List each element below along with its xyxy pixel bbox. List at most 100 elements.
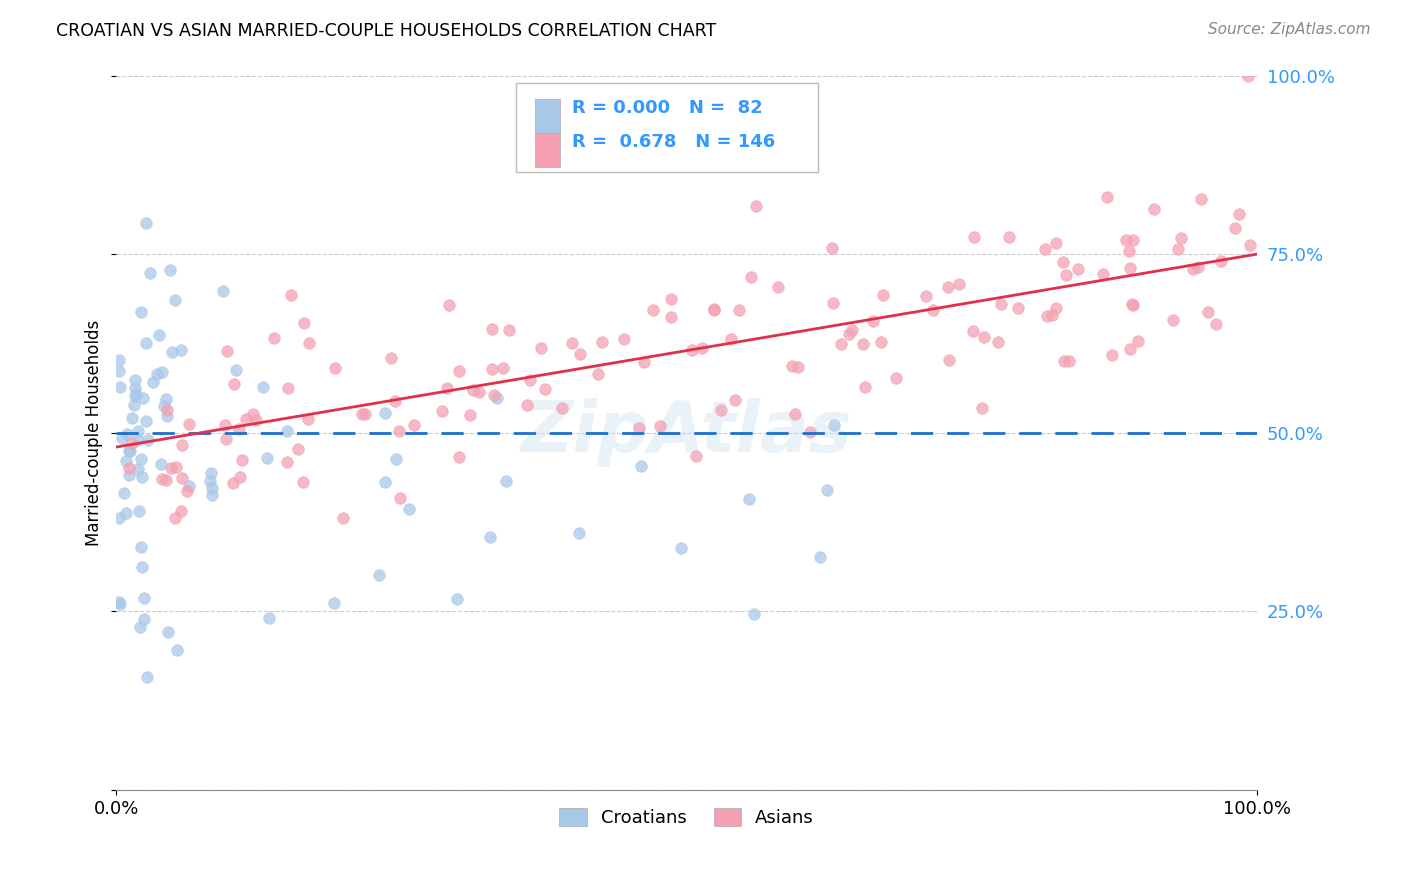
Point bbox=[870, 334, 893, 349]
Point bbox=[121, 435, 143, 450]
Point bbox=[179, 478, 201, 492]
Point bbox=[148, 327, 170, 342]
Point bbox=[446, 592, 468, 607]
Point bbox=[136, 670, 159, 684]
Point bbox=[128, 620, 150, 634]
Point bbox=[586, 367, 609, 381]
Point bbox=[568, 346, 591, 360]
Point bbox=[1052, 255, 1074, 269]
Point bbox=[156, 403, 179, 417]
Point bbox=[114, 506, 136, 520]
Point bbox=[156, 409, 179, 423]
Point bbox=[853, 380, 876, 394]
Point bbox=[884, 370, 907, 384]
Point bbox=[149, 458, 172, 472]
Y-axis label: Married-couple Households: Married-couple Households bbox=[86, 319, 103, 546]
Point bbox=[1059, 354, 1081, 368]
Point bbox=[114, 486, 136, 500]
Point bbox=[786, 360, 808, 375]
Point bbox=[398, 502, 420, 516]
Point bbox=[627, 421, 650, 435]
Point bbox=[436, 381, 458, 395]
Point bbox=[139, 266, 162, 280]
Point bbox=[242, 407, 264, 421]
Point bbox=[1189, 192, 1212, 206]
Point bbox=[276, 455, 298, 469]
Point bbox=[153, 400, 176, 414]
Point bbox=[1054, 268, 1077, 282]
Point bbox=[170, 343, 193, 357]
Point bbox=[613, 332, 636, 346]
Point bbox=[134, 591, 156, 605]
Point bbox=[156, 624, 179, 639]
Point bbox=[702, 303, 724, 318]
Text: ZipAtlas: ZipAtlas bbox=[520, 398, 852, 467]
Point bbox=[962, 230, 984, 244]
Point bbox=[703, 302, 725, 317]
Point bbox=[682, 343, 704, 358]
Point bbox=[225, 363, 247, 377]
Point bbox=[633, 355, 655, 369]
Point bbox=[1239, 237, 1261, 252]
Point bbox=[1122, 233, 1144, 247]
Point bbox=[740, 270, 762, 285]
Point bbox=[823, 417, 845, 432]
Point bbox=[1033, 242, 1056, 256]
Point bbox=[200, 466, 222, 480]
Point bbox=[630, 459, 652, 474]
Point bbox=[350, 407, 373, 421]
Point bbox=[641, 302, 664, 317]
Point bbox=[117, 460, 139, 475]
Point bbox=[135, 414, 157, 428]
Point bbox=[160, 345, 183, 359]
Point bbox=[915, 289, 938, 303]
Legend: Croatians, Asians: Croatians, Asians bbox=[553, 801, 821, 835]
Point bbox=[973, 330, 995, 344]
Point bbox=[1067, 262, 1090, 277]
Point bbox=[228, 422, 250, 436]
Point bbox=[519, 372, 541, 386]
Point bbox=[160, 460, 183, 475]
Point bbox=[155, 473, 177, 487]
Point bbox=[332, 511, 354, 525]
Point bbox=[1211, 253, 1233, 268]
Point bbox=[1182, 261, 1205, 276]
Point bbox=[799, 425, 821, 440]
Point bbox=[1115, 233, 1137, 247]
Point bbox=[685, 449, 707, 463]
Point bbox=[215, 344, 238, 359]
Point bbox=[136, 433, 159, 447]
Point bbox=[481, 362, 503, 376]
Point bbox=[1007, 301, 1029, 315]
Point bbox=[323, 596, 346, 610]
Point bbox=[852, 337, 875, 351]
Point bbox=[297, 412, 319, 426]
Point bbox=[165, 460, 187, 475]
FancyBboxPatch shape bbox=[516, 83, 818, 172]
Point bbox=[936, 280, 959, 294]
Point bbox=[107, 353, 129, 368]
Point bbox=[179, 417, 201, 431]
Point bbox=[118, 468, 141, 483]
Point bbox=[479, 530, 502, 544]
Point bbox=[111, 431, 134, 445]
Point bbox=[766, 280, 789, 294]
Point bbox=[720, 333, 742, 347]
Point bbox=[710, 403, 733, 417]
Point bbox=[659, 310, 682, 324]
Point bbox=[127, 462, 149, 476]
Point bbox=[122, 398, 145, 412]
Point bbox=[872, 287, 894, 301]
Point bbox=[229, 470, 252, 484]
Point bbox=[728, 303, 751, 318]
Point bbox=[447, 364, 470, 378]
Point bbox=[1143, 202, 1166, 217]
Text: Source: ZipAtlas.com: Source: ZipAtlas.com bbox=[1208, 22, 1371, 37]
Point bbox=[235, 411, 257, 425]
Point bbox=[245, 413, 267, 427]
Point bbox=[252, 379, 274, 393]
Point bbox=[921, 302, 943, 317]
Point bbox=[170, 504, 193, 518]
Point bbox=[1119, 261, 1142, 276]
Point bbox=[1187, 260, 1209, 274]
